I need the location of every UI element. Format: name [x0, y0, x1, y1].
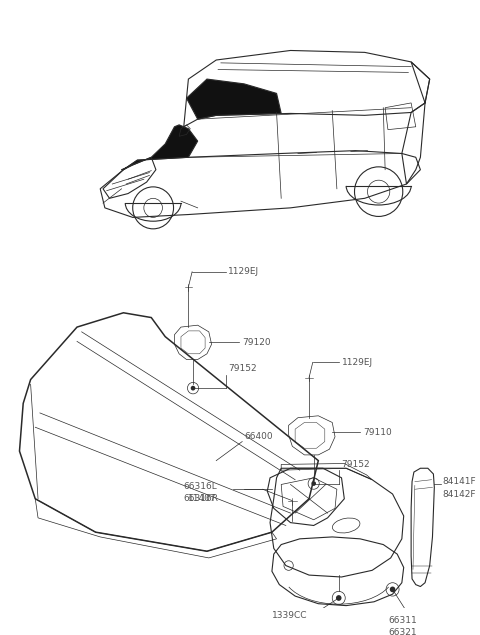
Text: 66316R: 66316R: [184, 494, 219, 504]
Text: 11407: 11407: [188, 494, 217, 504]
Text: 79110: 79110: [363, 427, 392, 436]
Text: 84141F: 84141F: [443, 477, 476, 486]
Text: 1339CC: 1339CC: [272, 611, 307, 620]
Text: 79120: 79120: [242, 338, 271, 347]
Text: 66311: 66311: [388, 617, 417, 625]
Text: 79152: 79152: [228, 364, 257, 373]
Text: 1129EJ: 1129EJ: [228, 267, 259, 276]
Text: 66400: 66400: [244, 432, 273, 441]
Circle shape: [312, 481, 316, 486]
Text: 66321: 66321: [388, 628, 417, 635]
Circle shape: [390, 587, 396, 592]
Text: 66316L: 66316L: [184, 482, 217, 491]
Text: 1129EJ: 1129EJ: [342, 358, 372, 367]
Polygon shape: [187, 79, 281, 119]
Text: 79152: 79152: [342, 460, 370, 469]
Circle shape: [336, 595, 342, 601]
Polygon shape: [121, 125, 198, 170]
Circle shape: [191, 385, 195, 391]
Text: 84142F: 84142F: [443, 490, 476, 500]
